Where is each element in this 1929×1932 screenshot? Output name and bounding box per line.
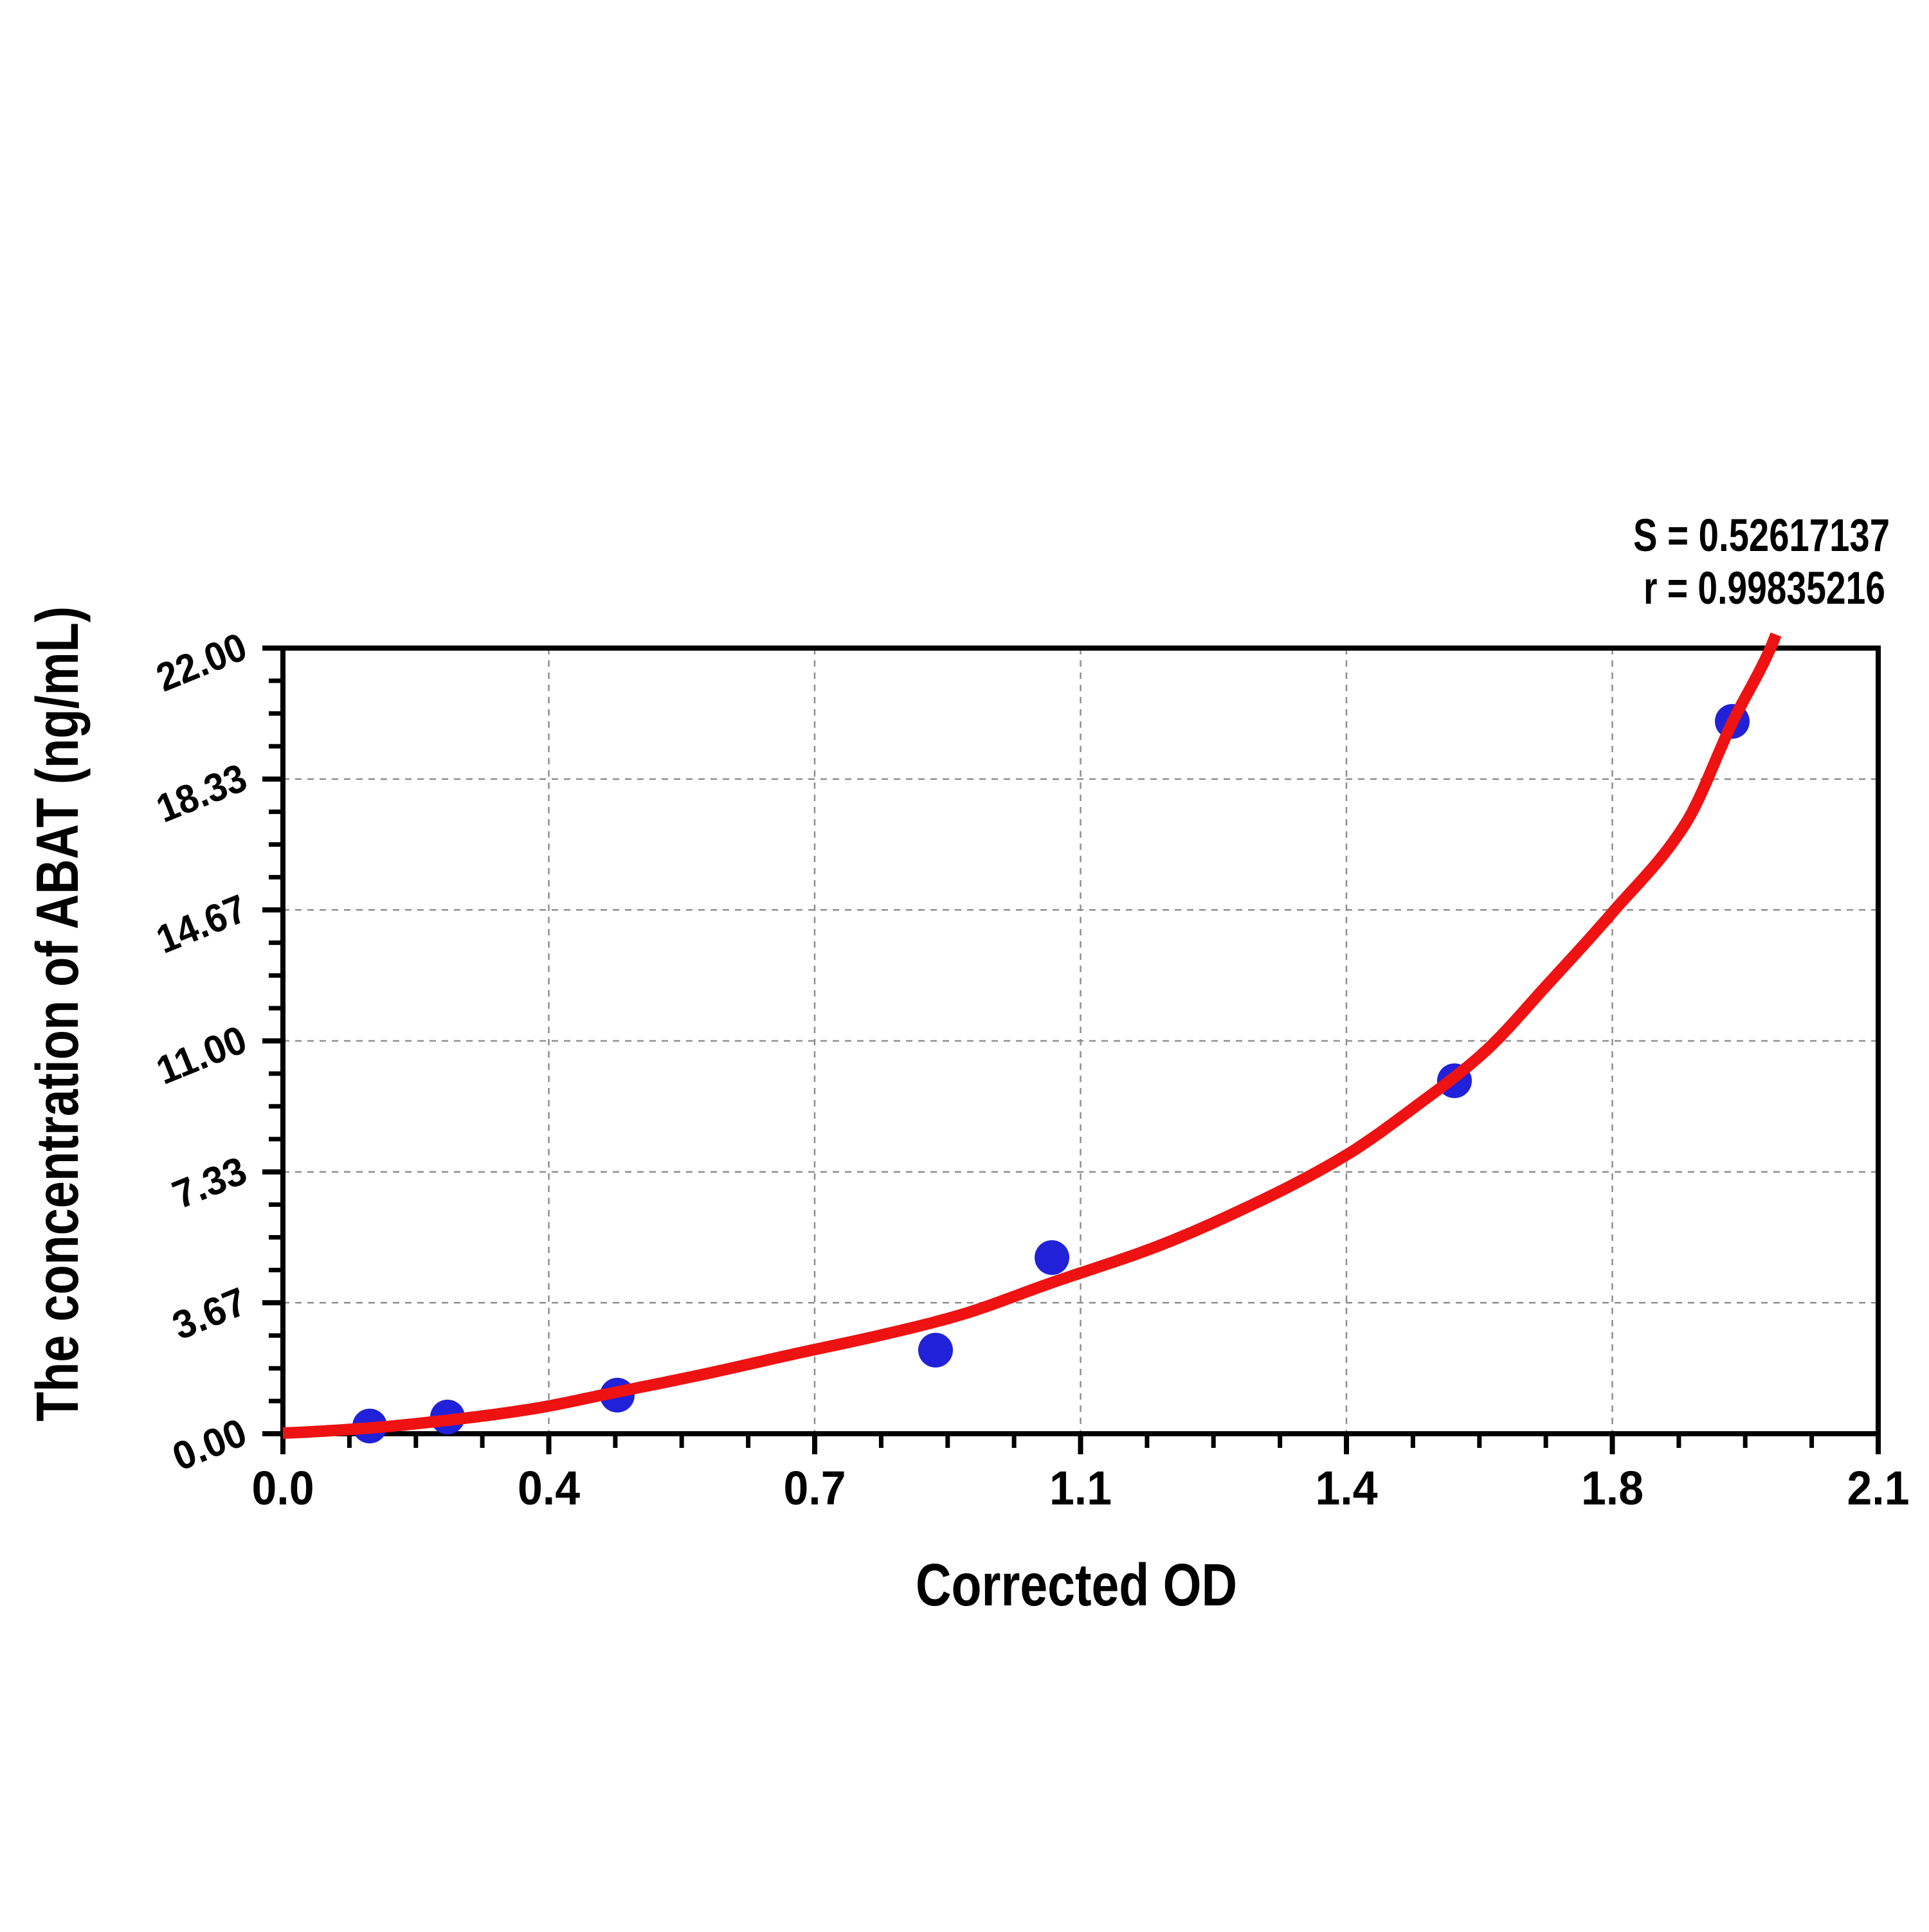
svg-text:0.4: 0.4 <box>518 1461 580 1515</box>
svg-text:Corrected OD: Corrected OD <box>916 1551 1237 1618</box>
svg-text:S = 0.52617137: S = 0.52617137 <box>1633 510 1890 561</box>
svg-text:The concentration of ABAT (ng/: The concentration of ABAT (ng/mL) <box>24 606 91 1422</box>
svg-text:r = 0.99835216: r = 0.99835216 <box>1644 563 1885 614</box>
svg-text:1.4: 1.4 <box>1316 1461 1378 1515</box>
svg-text:0.7: 0.7 <box>784 1461 846 1515</box>
svg-text:1.8: 1.8 <box>1581 1461 1644 1515</box>
svg-text:0.0: 0.0 <box>252 1461 314 1515</box>
svg-text:2.1: 2.1 <box>1847 1461 1910 1515</box>
svg-text:1.1: 1.1 <box>1049 1461 1112 1515</box>
